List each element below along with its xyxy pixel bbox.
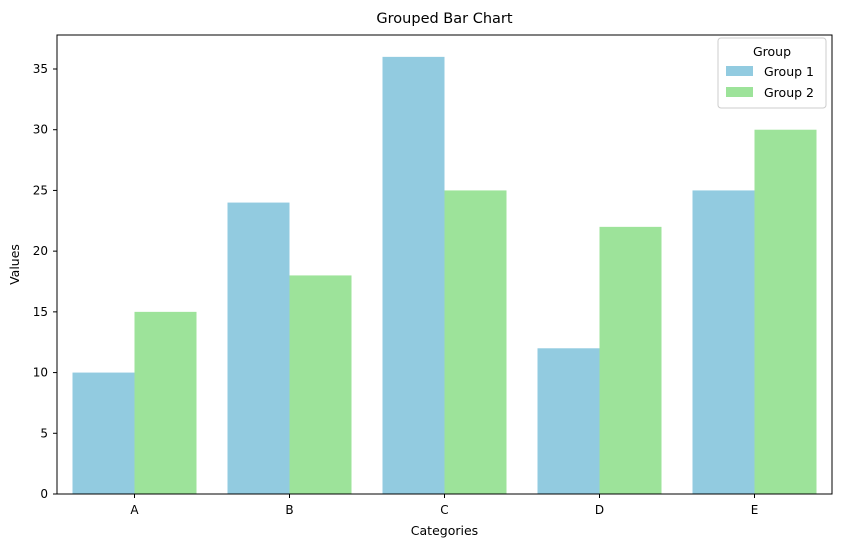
legend-label-group-2: Group 2 [764, 85, 814, 100]
y-tick-label: 10 [33, 366, 48, 380]
bar-a-series-1 [72, 372, 135, 494]
x-axis-title: Categories [411, 523, 478, 538]
x-tick-label-a: A [130, 503, 139, 517]
y-tick-label: 25 [33, 183, 48, 197]
bar-c-series-1 [382, 56, 445, 494]
x-tick-label-b: B [285, 503, 293, 517]
x-tick-label-d: D [595, 503, 604, 517]
y-axis: 0 5 10 15 20 25 30 35 [33, 62, 57, 501]
x-axis: A B C D E [130, 494, 758, 517]
bar-e-series-1 [692, 190, 755, 494]
bar-e-series-2 [754, 129, 817, 494]
plot-frame [56, 34, 833, 495]
y-tick-label: 5 [40, 426, 48, 440]
y-tick-label: 20 [33, 244, 48, 258]
y-tick-label: 30 [33, 123, 48, 137]
legend-swatch-group-1 [726, 66, 753, 76]
bar-c-series-2 [444, 190, 507, 494]
x-tick-label-e: E [751, 503, 759, 517]
bar-d-series-2 [599, 226, 662, 494]
chart-title: Grouped Bar Chart [376, 11, 512, 27]
bars-layer [72, 56, 817, 495]
legend-title: Group [753, 44, 791, 59]
legend-swatch-group-2 [726, 87, 753, 97]
bar-b-series-2 [289, 275, 352, 494]
legend-label-group-1: Group 1 [764, 64, 814, 79]
y-tick-label: 15 [33, 305, 48, 319]
bar-a-series-2 [134, 311, 197, 494]
x-tick-label-c: C [440, 503, 448, 517]
y-tick-label: 35 [33, 62, 48, 76]
y-tick-label: 0 [40, 487, 48, 501]
bar-b-series-1 [227, 202, 290, 495]
bar-d-series-1 [537, 348, 600, 494]
legend: Group Group 1 Group 2 [717, 37, 827, 109]
y-axis-title: Values [7, 244, 22, 285]
